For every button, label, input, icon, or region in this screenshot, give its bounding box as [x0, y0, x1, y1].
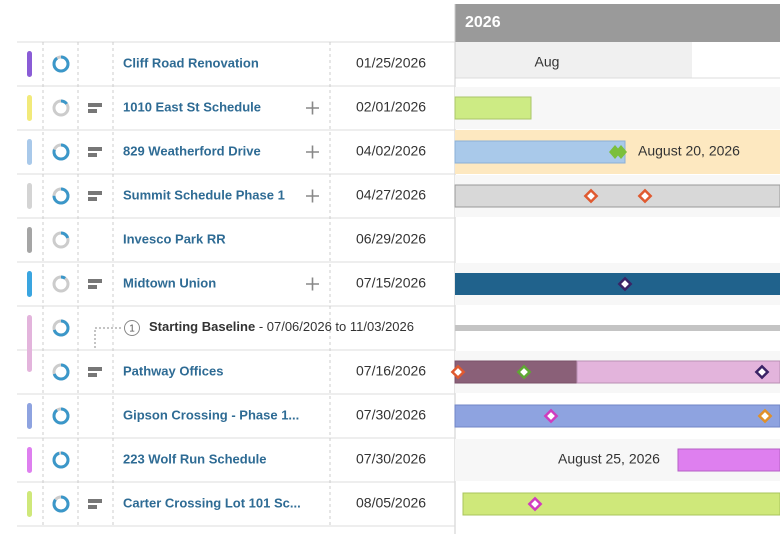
schedule-icon	[88, 191, 102, 195]
add-button[interactable]	[306, 145, 319, 159]
color-stripe	[27, 403, 32, 429]
schedule-icon	[88, 505, 97, 509]
baseline-badge	[124, 320, 140, 336]
gantt-bar	[454, 140, 626, 164]
project-date: 07/16/2026	[356, 363, 426, 379]
baseline-text: Starting Baseline - 07/06/2026 to 11/03/…	[149, 319, 414, 334]
progress-ring	[52, 363, 70, 381]
progress-ring	[52, 319, 70, 337]
add-button[interactable]	[306, 189, 319, 203]
progress-ring	[52, 495, 70, 513]
schedule-icon	[88, 373, 97, 377]
baseline-bar	[455, 325, 780, 331]
milestone	[754, 364, 770, 380]
baseline-number: 1	[129, 324, 135, 335]
gantt-bar	[576, 360, 780, 384]
color-stripe	[27, 271, 32, 297]
project-name[interactable]: Midtown Union	[123, 275, 216, 290]
schedule-icon	[88, 109, 97, 113]
gantt-bar	[454, 96, 532, 120]
gantt-bar	[454, 184, 780, 208]
project-date: 02/01/2026	[356, 99, 426, 115]
progress-ring	[52, 231, 70, 249]
schedule-icon	[88, 499, 102, 503]
project-name[interactable]: Gipson Crossing - Phase 1...	[123, 407, 299, 422]
project-name[interactable]: Carter Crossing Lot 101 Sc...	[123, 495, 301, 510]
color-stripe	[27, 315, 32, 372]
milestone	[583, 188, 599, 204]
month-label: Aug	[535, 54, 560, 70]
project-name[interactable]: 829 Weatherford Drive	[123, 143, 261, 158]
gantt-bar	[462, 492, 780, 516]
project-date: 08/05/2026	[356, 495, 426, 511]
add-button[interactable]	[306, 101, 319, 115]
color-stripe	[27, 227, 32, 253]
color-stripe	[27, 447, 32, 473]
progress-ring	[52, 187, 70, 205]
gantt-bar	[677, 448, 780, 472]
milestone-label: August 20, 2026	[638, 143, 740, 159]
schedule-icon	[88, 197, 97, 201]
year-header	[455, 4, 780, 42]
color-stripe	[27, 51, 32, 77]
project-name[interactable]: Summit Schedule Phase 1	[123, 187, 285, 202]
month-header	[455, 42, 692, 78]
schedule-icon	[88, 285, 97, 289]
project-name[interactable]: 1010 East St Schedule	[123, 99, 261, 114]
project-date: 01/25/2026	[356, 55, 426, 71]
color-stripe	[27, 491, 32, 517]
project-date: 04/02/2026	[356, 143, 426, 159]
milestone	[450, 364, 466, 380]
gantt-bar	[455, 273, 780, 295]
project-date: 04/27/2026	[356, 187, 426, 203]
milestone	[516, 364, 532, 380]
progress-ring	[52, 407, 70, 425]
schedule-icon	[88, 279, 102, 283]
milestone-label: August 25, 2026	[558, 451, 660, 467]
project-date: 07/30/2026	[356, 407, 426, 423]
color-stripe	[27, 183, 32, 209]
baseline-range: - 07/06/2026 to 11/03/2026	[255, 319, 414, 334]
schedule-icon	[88, 367, 102, 371]
project-date: 07/15/2026	[356, 275, 426, 291]
schedule-icon	[88, 153, 97, 157]
year-label: 2026	[465, 14, 501, 31]
add-button[interactable]	[306, 277, 319, 291]
color-stripe	[27, 139, 32, 165]
progress-ring	[52, 55, 70, 73]
progress-ring	[52, 275, 70, 293]
milestone	[527, 496, 543, 512]
milestone	[543, 408, 559, 424]
progress-ring	[52, 275, 70, 293]
schedule-icon	[88, 103, 102, 107]
project-name[interactable]: Pathway Offices	[123, 363, 223, 378]
project-date: 07/30/2026	[356, 451, 426, 467]
progress-ring	[52, 143, 70, 161]
color-stripe	[27, 95, 32, 121]
milestone	[609, 145, 627, 159]
project-name[interactable]: Invesco Park RR	[123, 231, 226, 246]
progress-ring	[52, 99, 70, 117]
milestone	[637, 188, 653, 204]
project-name[interactable]: Cliff Road Renovation	[123, 55, 259, 70]
project-date: 06/29/2026	[356, 231, 426, 247]
schedule-icon	[88, 147, 102, 151]
gantt-bar	[454, 360, 578, 384]
milestone	[617, 276, 633, 292]
baseline-label: Starting Baseline	[149, 319, 255, 334]
progress-ring	[52, 451, 70, 469]
gantt-bar	[454, 404, 780, 428]
baseline-connector	[94, 327, 123, 348]
milestone	[757, 408, 773, 424]
project-name[interactable]: 223 Wolf Run Schedule	[123, 451, 267, 466]
